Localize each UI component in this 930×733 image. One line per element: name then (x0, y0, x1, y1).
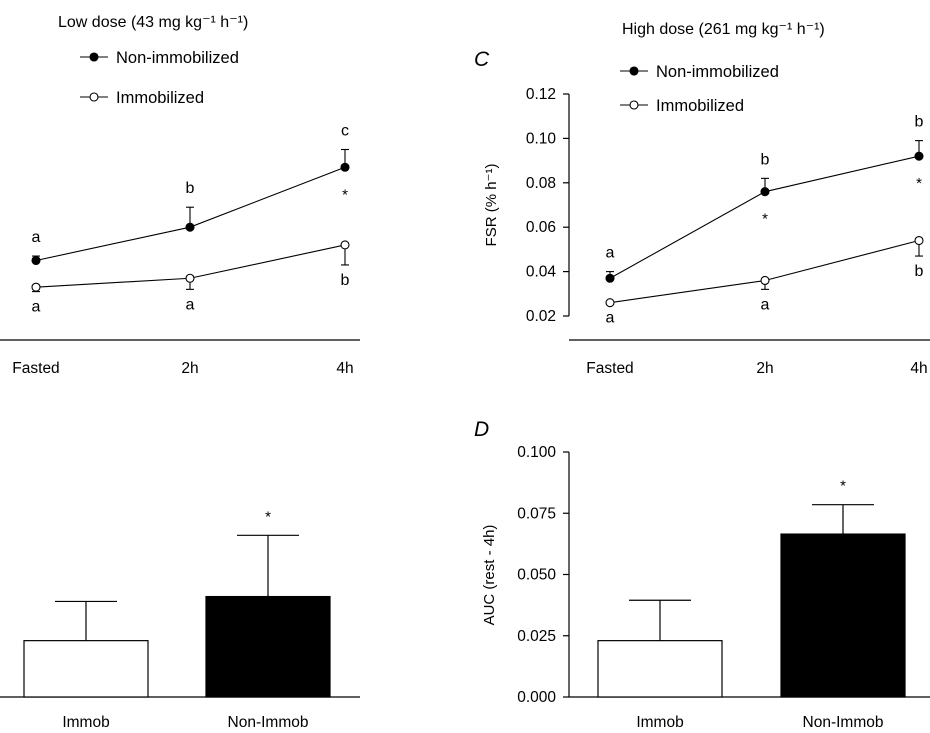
data-point (914, 235, 924, 246)
panel-left-low-dose-line-chart: Low dose (43 mg kg⁻¹ h⁻¹) Fasted 2h 4h a b c * N… (0, 14, 360, 377)
legend-marker (629, 66, 639, 76)
panel-d-auc-bar-chart: D 0.100 0.075 0.050 0.025 0.000 AUC (rest - 4h… (474, 418, 930, 731)
data-point (31, 282, 41, 292)
data-point (340, 240, 350, 250)
y-tick-label: 0.02 (526, 308, 556, 325)
y-tick-label: 0.08 (526, 175, 556, 192)
y-tick-label: 0.100 (517, 444, 556, 461)
significance-letter: b (341, 272, 350, 289)
significance-letter: a (606, 245, 615, 262)
panel-c-high-dose-line-chart: C High dose (261 mg kg⁻¹ h⁻¹) Fasted 2h 4h 0.… (474, 21, 930, 377)
legend-marker (89, 52, 99, 62)
y-tick-label: 0.050 (517, 567, 556, 584)
bar (597, 640, 723, 698)
significance-letter: a (32, 229, 41, 246)
x-tick-label: Fasted (586, 360, 633, 377)
x-tick-label: Immob (636, 714, 683, 731)
legend-label: Non-immobilized (116, 49, 239, 67)
x-tick-label: Non-Immob (803, 714, 884, 731)
legend-label: Immobilized (656, 97, 744, 115)
y-tick-label: 0.10 (526, 130, 557, 147)
y-axis-label: FSR (% h⁻¹) (483, 164, 500, 247)
significance-star: * (762, 211, 768, 228)
x-tick-label: 2h (756, 360, 773, 377)
significance-letter: a (186, 296, 195, 313)
bar (23, 640, 149, 698)
y-tick-label: 0.12 (526, 86, 556, 103)
x-tick-label: Fasted (12, 360, 59, 377)
y-tick-label: 0.06 (526, 219, 556, 236)
data-point (760, 275, 770, 286)
significance-letter: a (32, 299, 41, 316)
significance-star: * (265, 508, 271, 525)
significance-letter: a (606, 310, 615, 327)
data-point (185, 273, 195, 283)
legend-label: Immobilized (116, 89, 204, 107)
significance-star: * (840, 478, 846, 495)
data-point (605, 298, 615, 308)
significance-letter: b (186, 180, 195, 197)
panel-letter: D (474, 418, 489, 441)
y-tick-label: 0.075 (517, 505, 556, 522)
legend-marker (629, 100, 639, 110)
data-point (340, 162, 350, 172)
x-tick-label: 4h (336, 360, 353, 377)
significance-letter: a (761, 296, 770, 313)
significance-letter: b (915, 263, 924, 280)
significance-letter: b (915, 114, 924, 131)
x-tick-label: 4h (910, 360, 927, 377)
x-tick-label: Immob (62, 714, 109, 731)
x-tick-label: Non-Immob (228, 714, 309, 731)
bar (205, 595, 331, 698)
legend-label: Non-immobilized (656, 63, 779, 81)
bar (780, 533, 906, 698)
data-point (31, 255, 41, 266)
series-line (609, 239, 920, 304)
data-point (605, 273, 615, 283)
data-point (185, 222, 195, 232)
panel-left-auc-bar-chart: Immob * Non-Immob (0, 508, 360, 731)
significance-star: * (916, 175, 922, 192)
data-point (760, 187, 770, 197)
chart-title: Low dose (43 mg kg⁻¹ h⁻¹) (58, 14, 248, 31)
legend-marker (89, 92, 99, 102)
significance-star: * (342, 186, 348, 203)
y-tick-label: 0.04 (526, 264, 557, 281)
significance-letter: c (341, 123, 349, 140)
significance-letter: b (761, 151, 770, 168)
x-tick-label: 2h (181, 360, 198, 377)
chart-title: High dose (261 mg kg⁻¹ h⁻¹) (622, 21, 825, 38)
panel-letter: C (474, 48, 490, 71)
y-tick-label: 0.025 (517, 628, 556, 645)
data-point (914, 151, 924, 161)
y-axis-label: AUC (rest - 4h) (481, 525, 498, 626)
y-tick-label: 0.000 (517, 689, 556, 706)
